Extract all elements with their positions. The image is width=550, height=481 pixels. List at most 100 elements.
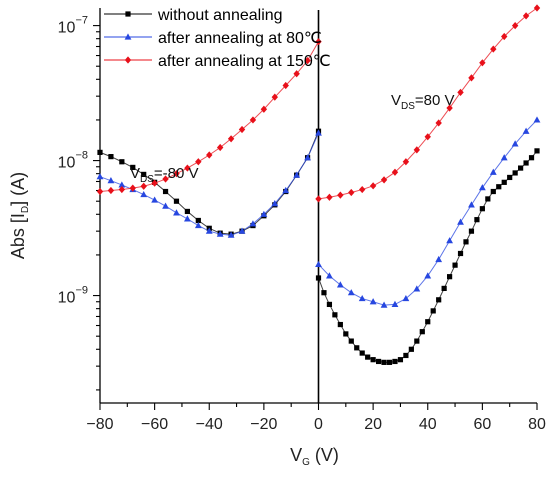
x-tick-label: 60 — [473, 416, 491, 433]
data-point — [369, 298, 377, 305]
data-point — [447, 274, 453, 280]
data-point — [436, 297, 442, 303]
data-point — [359, 185, 366, 194]
data-point — [435, 255, 443, 263]
data-point — [424, 272, 432, 279]
data-point — [518, 165, 524, 171]
data-point — [375, 358, 382, 365]
data-point — [522, 127, 530, 134]
data-point — [397, 357, 404, 363]
data-point — [414, 338, 420, 344]
data-point — [151, 179, 158, 187]
data-point — [408, 346, 414, 352]
data-point — [162, 188, 169, 195]
data-point — [304, 154, 311, 161]
data-point — [227, 231, 235, 238]
data-point — [501, 179, 507, 185]
data-point — [430, 308, 436, 314]
data-point — [359, 350, 365, 356]
data-point — [216, 143, 224, 152]
data-point — [479, 206, 485, 212]
data-point — [386, 359, 393, 365]
data-point — [478, 184, 486, 191]
x-tick-label: 20 — [364, 416, 382, 433]
data-point — [457, 218, 464, 225]
data-point — [500, 154, 508, 161]
data-point — [380, 301, 388, 308]
data-point — [446, 237, 453, 244]
data-point — [479, 59, 486, 67]
data-point — [441, 285, 447, 292]
data-point — [343, 331, 349, 337]
data-point — [402, 294, 410, 302]
data-point — [124, 33, 132, 40]
legend-label: after annealing at 150℃ — [158, 53, 331, 70]
data-point — [118, 185, 126, 194]
data-point — [315, 38, 322, 46]
data-point — [173, 209, 180, 216]
data-point — [501, 32, 508, 41]
data-point — [337, 191, 344, 199]
data-point — [403, 352, 409, 359]
data-point — [523, 160, 529, 166]
data-point — [474, 217, 480, 223]
data-point — [332, 312, 338, 318]
data-point — [184, 208, 190, 215]
data-point — [413, 146, 421, 154]
data-point — [522, 12, 530, 20]
data-point — [216, 230, 224, 237]
series-line — [99, 132, 319, 236]
data-point — [391, 168, 399, 176]
x-tick-label: −40 — [196, 416, 223, 433]
data-point — [533, 4, 541, 12]
data-point — [391, 300, 399, 308]
data-point — [260, 210, 268, 217]
x-tick-label: 0 — [314, 416, 323, 433]
annotation-vds-positive: VDS=80 V — [391, 92, 455, 112]
data-point — [173, 170, 180, 178]
x-tick-label: 40 — [419, 416, 437, 433]
data-point — [369, 182, 377, 190]
data-point — [195, 217, 201, 224]
data-point — [282, 186, 290, 194]
data-point — [354, 345, 360, 351]
data-point — [173, 198, 180, 204]
data-point — [315, 195, 322, 203]
legend-label: without annealing — [157, 7, 283, 24]
data-point — [463, 239, 469, 245]
data-point — [419, 329, 425, 335]
data-point — [282, 81, 289, 90]
data-point — [227, 135, 235, 143]
data-point — [424, 133, 431, 141]
data-point — [533, 116, 541, 123]
data-point — [326, 272, 333, 279]
data-point — [490, 45, 497, 53]
series-line — [99, 131, 319, 235]
data-point — [457, 88, 464, 96]
data-point — [162, 202, 169, 209]
data-point — [194, 221, 202, 229]
data-point — [140, 190, 148, 198]
data-point — [238, 125, 246, 134]
data-point — [315, 260, 322, 268]
data-point — [511, 140, 519, 147]
data-point — [326, 193, 333, 201]
data-point — [452, 262, 458, 268]
data-point — [151, 196, 159, 203]
data-point — [457, 250, 464, 257]
data-point — [184, 215, 191, 222]
data-point — [249, 220, 257, 227]
y-tick-label: 10−9 — [58, 285, 88, 307]
data-point — [260, 105, 268, 113]
series-1 — [96, 116, 541, 308]
data-point — [468, 228, 475, 234]
data-point — [534, 148, 540, 154]
data-point — [129, 184, 136, 192]
data-point — [435, 119, 442, 127]
data-point — [468, 74, 475, 82]
data-point — [336, 281, 344, 288]
data-point — [321, 290, 327, 296]
data-point — [489, 168, 497, 175]
data-point — [107, 186, 115, 195]
data-point — [130, 164, 136, 171]
